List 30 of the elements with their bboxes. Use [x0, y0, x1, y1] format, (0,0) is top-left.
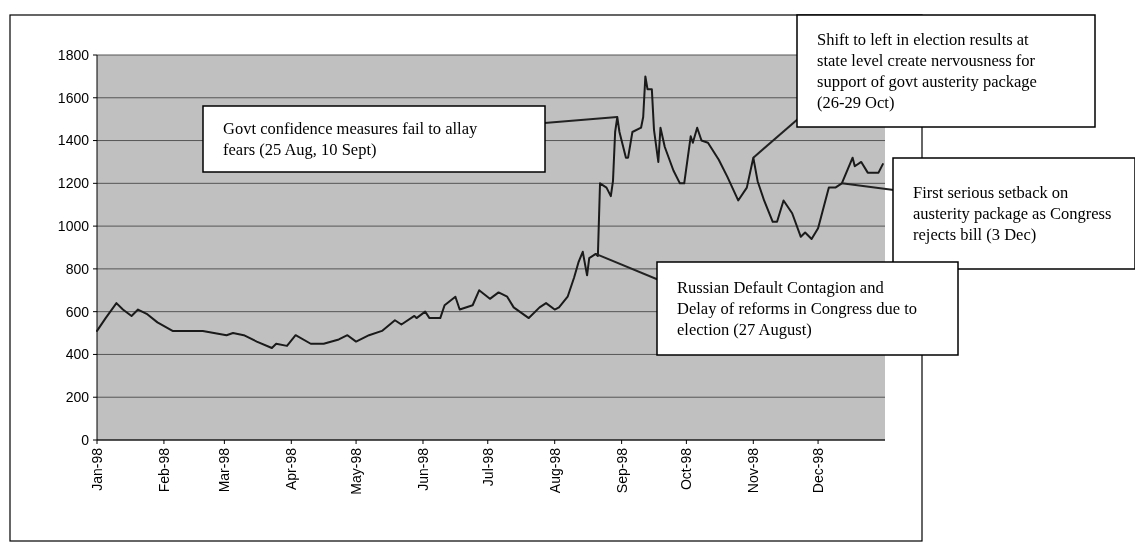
y-tick-label: 0: [81, 431, 90, 448]
x-tick-label: Feb-98: [155, 447, 172, 493]
y-tick-label: 1600: [57, 89, 90, 106]
x-tick-label: Sep-98: [613, 447, 630, 494]
x-tick-label: Dec-98: [809, 447, 826, 494]
x-tick-label: Jun-98: [414, 447, 431, 491]
x-tick-label: Nov-98: [745, 447, 762, 494]
annotation: Govt confidence measures fail to allay fears (25 Aug, 10 Sept): [223, 119, 479, 160]
callout: First serious setback on austerity package as Congress rejects bill (3 Dec): [840, 157, 1135, 270]
x-tick-label: Jul-98: [479, 447, 496, 487]
annotation: First serious setback on austerity package as Congress rejects bill (3 Dec): [913, 183, 1112, 245]
y-tick-label: 200: [65, 389, 90, 406]
callout: Shift to left in election results at state level create nervousness for support of govt austerity package (26-29 Oct): [752, 14, 1096, 159]
annotation: Shift to left in election results at state level create nervousness for support of govt austerity package (26-29 Oct): [817, 30, 1037, 113]
x-tick-label: Mar-98: [216, 447, 233, 493]
y-tick-label: 1400: [57, 132, 90, 149]
x-tick-label: Apr-98: [283, 447, 300, 491]
x-tick-label: Oct-98: [678, 447, 695, 491]
y-tick-label: 1200: [57, 175, 90, 192]
y-tick-label: 1800: [57, 46, 90, 63]
y-tick-label: 800: [65, 260, 90, 277]
y-tick-label: 1000: [57, 218, 90, 235]
annotation: Russian Default Contagion and Delay of reforms in Congress due to election (27 August): [677, 278, 918, 340]
x-tick-label: Aug-98: [546, 447, 563, 494]
y-tick-label: 400: [65, 346, 90, 363]
y-tick-label: 600: [65, 303, 90, 320]
x-tick-label: May-98: [347, 447, 364, 495]
callout: Russian Default Contagion and Delay of reforms in Congress due to election (27 August): [594, 252, 959, 356]
x-tick-label: Jan-98: [88, 447, 105, 491]
callout: Govt confidence measures fail to allay fears (25 Aug, 10 Sept): [202, 105, 619, 173]
